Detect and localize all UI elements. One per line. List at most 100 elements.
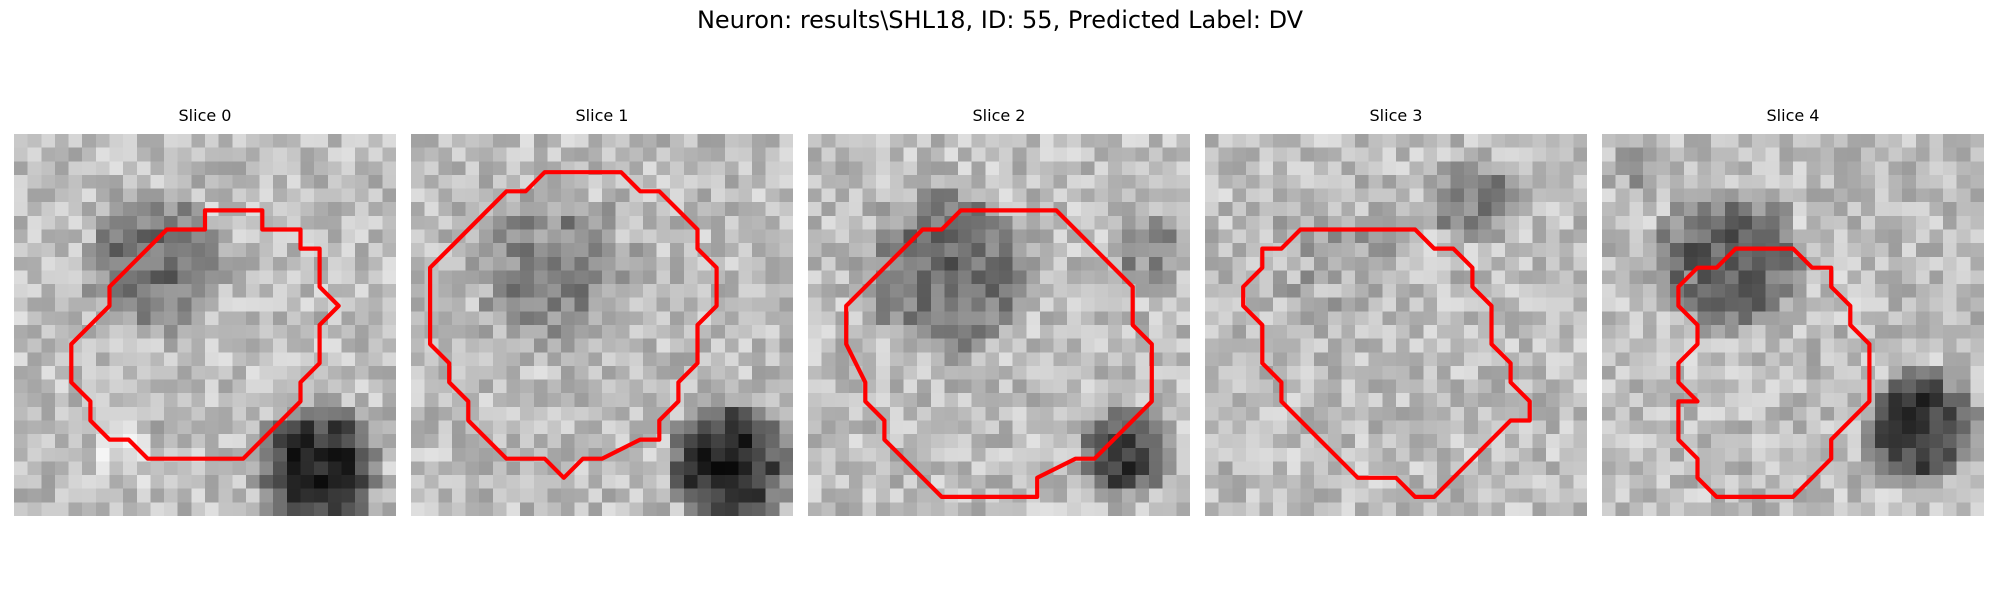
image-pixel [752,434,766,448]
image-pixel [1355,257,1369,271]
image-pixel [1902,502,1916,516]
image-pixel [96,339,110,353]
image-pixel [1081,461,1095,475]
image-pixel [1820,489,1834,503]
image-pixel [1328,161,1342,175]
image-pixel [1643,366,1657,380]
image-pixel [1807,407,1821,421]
image-pixel [835,175,849,189]
image-pixel [1108,202,1122,216]
image-pixel [1246,380,1260,394]
image-pixel [369,270,383,284]
image-pixel [425,461,439,475]
image-pixel [1437,421,1451,435]
image-pixel [1807,134,1821,148]
image-pixel [1725,325,1739,339]
image-pixel [1779,311,1793,325]
image-pixel [1916,434,1930,448]
image-pixel [1943,475,1957,489]
image-pixel [849,270,863,284]
image-pixel [1546,311,1560,325]
image-pixel [246,352,260,366]
image-pixel [438,270,452,284]
image-pixel [1341,502,1355,516]
image-pixel [232,407,246,421]
image-pixel [260,189,274,203]
image-pixel [657,311,671,325]
image-pixel [1519,257,1533,271]
image-pixel [1902,161,1916,175]
image-pixel [164,202,178,216]
image-pixel [69,284,83,298]
image-pixel [779,216,793,230]
image-pixel [1889,134,1903,148]
image-pixel [1013,161,1027,175]
image-pixel [1054,407,1068,421]
image-pixel [1492,393,1506,407]
image-pixel [1451,202,1465,216]
image-pixel [425,161,439,175]
image-pixel [1205,230,1219,244]
image-pixel [466,189,480,203]
image-pixel [452,202,466,216]
image-pixel [1752,434,1766,448]
image-pixel [520,148,534,162]
image-pixel [205,243,219,257]
image-pixel [1176,489,1190,503]
image-pixel [479,311,493,325]
image-pixel [835,243,849,257]
image-pixel [1752,202,1766,216]
image-pixel [479,352,493,366]
image-pixel [1889,325,1903,339]
image-pixel [1861,475,1875,489]
image-pixel [835,407,849,421]
image-pixel [1423,380,1437,394]
image-pixel [808,298,822,312]
image-pixel [1205,489,1219,503]
image-pixel [1711,298,1725,312]
image-pixel [28,257,42,271]
image-pixel [588,325,602,339]
image-pixel [1943,311,1957,325]
image-pixel [41,502,55,516]
image-pixel [55,257,69,271]
image-pixel [1205,134,1219,148]
image-pixel [110,175,124,189]
image-pixel [1916,202,1930,216]
image-pixel [1122,461,1136,475]
image-pixel [41,257,55,271]
image-pixel [466,243,480,257]
image-pixel [1616,339,1630,353]
image-pixel [82,502,96,516]
image-pixel [1260,380,1274,394]
image-pixel [520,421,534,435]
image-pixel [1834,243,1848,257]
image-pixel [1122,216,1136,230]
image-pixel [670,298,684,312]
image-pixel [1205,434,1219,448]
image-pixel [849,243,863,257]
image-pixel [1725,298,1739,312]
image-pixel [232,352,246,366]
image-pixel [1848,161,1862,175]
image-pixel [534,461,548,475]
image-pixel [698,352,712,366]
image-pixel [698,284,712,298]
image-pixel [958,448,972,462]
image-pixel [1219,366,1233,380]
image-pixel [1532,366,1546,380]
image-pixel [1108,461,1122,475]
image-pixel [232,270,246,284]
image-pixel [766,502,780,516]
image-pixel [14,270,28,284]
image-pixel [1616,475,1630,489]
image-pixel [1149,325,1163,339]
image-pixel [191,352,205,366]
image-pixel [1670,311,1684,325]
image-pixel [1287,421,1301,435]
image-pixel [944,502,958,516]
image-pixel [1040,298,1054,312]
image-pixel [164,366,178,380]
image-pixel [876,461,890,475]
image-pixel [1779,475,1793,489]
